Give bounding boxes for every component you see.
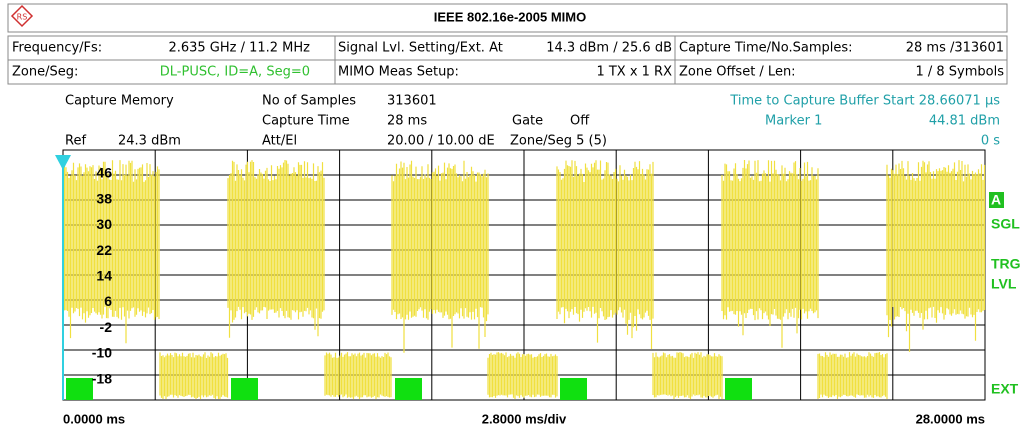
burst	[652, 352, 723, 399]
info: Marker 1	[765, 114, 822, 129]
green-block	[560, 378, 587, 400]
setting-value: DL-PUSC, ID=A, Seg=0	[160, 65, 310, 80]
setting-label: Frequency/Fs:	[12, 41, 102, 56]
setting-value: 28 ms /313601	[906, 41, 1004, 56]
info: Time to Capture Buffer Start 28.66071 µs	[729, 94, 1000, 109]
info: Ref	[65, 134, 86, 149]
svg-text:RS: RS	[17, 13, 28, 22]
burst	[721, 160, 819, 348]
info: Off	[570, 114, 590, 129]
info: Capture Time	[262, 114, 350, 129]
setting-value: 2.635 GHz / 11.2 MHz	[168, 41, 310, 56]
setting-value: 14.3 dBm / 25.6 dB	[546, 41, 672, 56]
header-box	[7, 3, 1008, 33]
setting-label: Capture Time/No.Samples:	[679, 41, 853, 56]
y-tick-label: 30	[96, 216, 112, 232]
info: Att/El	[262, 134, 297, 149]
info: Zone/Seg 5 (5)	[510, 134, 607, 149]
setting-label: Zone Offset / Len:	[679, 65, 796, 80]
info: 44.81 dBm	[929, 114, 1000, 129]
y-tick-label: -2	[100, 319, 113, 335]
green-block	[66, 378, 93, 400]
burst	[159, 352, 229, 399]
setting-label: Signal Lvl. Setting/Ext. At	[338, 41, 503, 56]
y-tick-label: 38	[96, 190, 112, 206]
x-label: 2.8000 ms/div	[482, 411, 567, 426]
logo: RS	[10, 4, 34, 28]
burst	[391, 160, 489, 353]
burst	[487, 352, 558, 399]
title: IEEE 802.16e-2005 MIMO	[434, 9, 586, 24]
side-label: EXT	[991, 381, 1019, 397]
green-block	[395, 378, 422, 400]
waveform	[62, 160, 986, 400]
green-block	[725, 378, 752, 400]
x-label: 28.0000 ms	[916, 411, 985, 426]
y-tick-label: 46	[96, 165, 112, 181]
marker-triangle	[55, 155, 71, 170]
info: 28 ms	[387, 114, 427, 129]
info: 0 s	[981, 134, 1000, 149]
info: 20.00 / 10.00 dE	[387, 134, 495, 149]
info: 24.3 dBm	[118, 134, 181, 149]
y-tick-label: 22	[96, 242, 112, 258]
setting-value: 1 TX x 1 RX	[596, 65, 672, 80]
side-label: TRG	[991, 256, 1021, 272]
setting-label: Zone/Seg:	[12, 65, 78, 80]
info: Capture Memory	[65, 94, 174, 109]
green-block	[231, 378, 258, 400]
y-tick-label: -18	[92, 370, 112, 386]
info: Gate	[512, 114, 543, 129]
setting-value: 1 / 8 Symbols	[915, 65, 1004, 80]
y-tick-label: 14	[96, 268, 112, 284]
burst	[817, 352, 888, 399]
burst	[324, 352, 392, 399]
badge	[989, 192, 1004, 208]
side-label: LVL	[991, 276, 1017, 292]
side-label: SGL	[991, 216, 1020, 232]
settings-table	[7, 35, 1008, 85]
burst	[886, 160, 986, 352]
x-label: 0.0000 ms	[63, 411, 125, 426]
info: No of Samples	[262, 94, 356, 109]
y-tick-label: -10	[92, 345, 112, 361]
burst	[556, 160, 654, 349]
side-label: A	[991, 192, 1001, 208]
setting-label: MIMO Meas Setup:	[338, 65, 459, 80]
info: 313601	[387, 94, 437, 109]
burst	[227, 160, 325, 338]
y-tick-label: 6	[104, 293, 112, 309]
